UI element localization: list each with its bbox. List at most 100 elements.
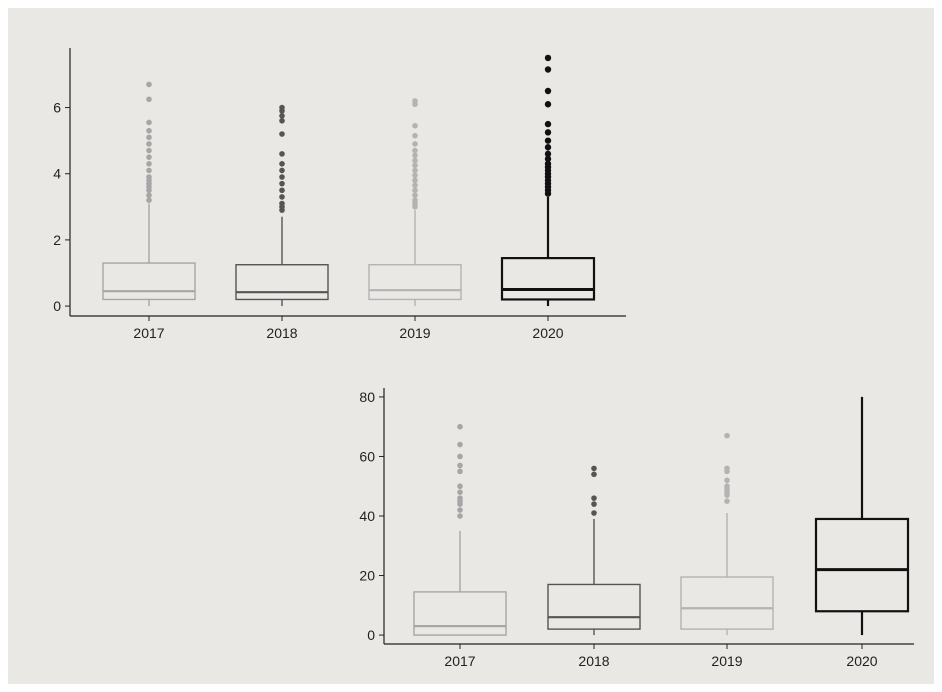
outlier-point — [412, 167, 418, 174]
box-2018 — [547, 465, 641, 636]
outlier-point — [457, 441, 463, 448]
iqr-box — [102, 262, 196, 301]
box-2020 — [500, 54, 596, 307]
outlier-point — [146, 161, 152, 167]
outlier-point — [724, 432, 730, 439]
box-2017 — [413, 423, 507, 636]
outlier-point — [412, 177, 418, 184]
outlier-point — [412, 187, 418, 194]
outlier-point — [544, 87, 552, 95]
outlier-point — [457, 462, 463, 469]
outlier-point — [279, 131, 285, 137]
x-tick-label: 2019 — [399, 325, 430, 341]
outlier-point — [724, 498, 730, 504]
y-tick-label: 6 — [53, 100, 61, 116]
outlier-point — [279, 194, 285, 200]
outlier-point — [544, 137, 552, 144]
outlier-point — [146, 167, 152, 174]
iqr-box — [547, 583, 641, 630]
outlier-point — [412, 197, 418, 203]
outlier-point — [544, 54, 552, 62]
iqr-box — [368, 264, 462, 301]
outlier-point — [412, 98, 418, 104]
outlier-point — [146, 197, 152, 203]
outlier-point — [457, 423, 463, 430]
iqr-box — [680, 576, 774, 630]
outlier-point — [279, 113, 285, 119]
outlier-point — [457, 489, 463, 495]
outlier-point — [591, 495, 597, 501]
outlier-point — [412, 162, 418, 169]
outlier-point — [412, 141, 418, 147]
outlier-point — [457, 483, 463, 490]
figure-background: 0 2 4 6 2017 2018 2019 2020 0 20 40 60 80 2017 2018 20… — [8, 8, 934, 684]
outlier-point — [412, 132, 418, 139]
outlier-point — [146, 81, 152, 88]
outlier-point — [279, 174, 285, 180]
x-tick-label: 2017 — [133, 325, 164, 341]
outlier-point — [146, 127, 152, 134]
outlier-point — [146, 154, 152, 160]
outlier-point — [279, 117, 285, 124]
outlier-point — [412, 152, 418, 159]
outlier-point — [412, 122, 418, 129]
box-2017 — [102, 81, 196, 307]
outlier-point — [544, 144, 552, 151]
box-2020 — [814, 396, 910, 636]
iqr-box — [500, 256, 596, 301]
outlier-point — [457, 468, 463, 475]
boxplot-chart-bottom: 0 20 40 60 80 2017 2018 2019 2020 — [359, 388, 914, 669]
outlier-point — [457, 495, 463, 501]
iqr-box — [413, 591, 507, 636]
outlier-point — [279, 187, 285, 194]
outlier-point — [412, 182, 418, 189]
outlier-point — [412, 147, 418, 154]
y-tick-label: 2 — [53, 232, 61, 248]
outlier-point — [544, 150, 552, 158]
y-tick-label: 4 — [53, 166, 61, 182]
outlier-point — [724, 465, 730, 472]
outlier-point — [591, 471, 597, 478]
outlier-point — [591, 465, 597, 472]
outlier-point — [279, 161, 285, 167]
box-2018 — [235, 104, 329, 307]
x-tick-label: 2020 — [846, 653, 877, 669]
outlier-point — [146, 174, 152, 180]
outlier-point — [544, 129, 552, 136]
boxplot-figure: 0 2 4 6 2017 2018 2019 2020 0 20 40 60 80 2017 2018 20… — [53, 48, 914, 669]
y-tick-label: 0 — [367, 627, 375, 643]
outlier-point — [279, 200, 285, 207]
y-tick-label: 80 — [359, 389, 375, 405]
outlier-point — [412, 192, 418, 199]
outlier-point — [146, 134, 152, 141]
outlier-point — [591, 510, 597, 516]
y-tick-label: 0 — [53, 298, 61, 314]
box-2019 — [368, 98, 462, 307]
outlier-point — [279, 180, 285, 187]
x-tick-label: 2018 — [266, 325, 297, 341]
y-tick-label: 60 — [359, 448, 375, 464]
outlier-point — [146, 141, 152, 147]
x-tick-label: 2019 — [711, 653, 742, 669]
outlier-point — [412, 157, 418, 164]
outlier-point — [279, 104, 285, 111]
outlier-point — [146, 119, 152, 126]
outlier-point — [279, 151, 285, 157]
boxplot-chart-top: 0 2 4 6 2017 2018 2019 2020 — [53, 48, 626, 341]
outlier-point — [146, 147, 152, 154]
outlier-point — [457, 507, 463, 513]
outlier-point — [146, 192, 152, 199]
x-tick-label: 2020 — [532, 325, 563, 341]
outlier-point — [591, 501, 597, 507]
outlier-point — [279, 167, 285, 174]
outlier-point — [724, 483, 730, 490]
outlier-point — [146, 96, 152, 103]
outlier-point — [412, 172, 418, 179]
y-tick-label: 40 — [359, 508, 375, 524]
outlier-point — [457, 453, 463, 460]
y-tick-label: 20 — [359, 568, 375, 584]
outlier-point — [724, 477, 730, 484]
outlier-point — [544, 155, 552, 163]
outlier-point — [544, 101, 552, 108]
outlier-point — [544, 120, 552, 128]
